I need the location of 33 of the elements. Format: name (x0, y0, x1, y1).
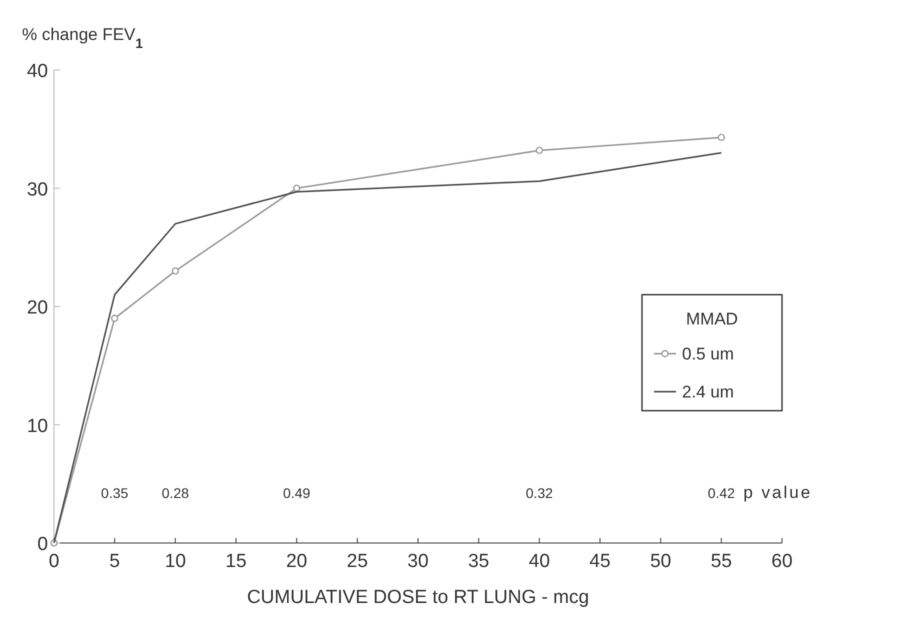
x-tick-label: 50 (650, 551, 672, 572)
x-tick-label: 20 (286, 551, 308, 572)
annotation: 0.42 (708, 485, 736, 501)
point (536, 146, 543, 154)
point (111, 314, 118, 322)
x-tick-label: 10 (164, 551, 186, 572)
y-tick-label: 10 (26, 416, 48, 437)
y-tick-label: 30 (26, 179, 48, 200)
annotation: 0.28 (162, 485, 190, 501)
x-tick-label: 55 (710, 551, 732, 572)
legend-label: 0.5 um (682, 344, 734, 364)
x-tick-label: 40 (528, 551, 550, 572)
y-tick-label: 40 (26, 61, 48, 82)
annotation: 0.35 (101, 485, 129, 501)
x-tick-label: 35 (468, 551, 490, 572)
point (172, 267, 179, 275)
x-tick-label: 5 (109, 551, 120, 572)
x-tick-label: 45 (589, 551, 611, 572)
x-tick-label: 60 (771, 551, 793, 572)
point (293, 184, 300, 192)
annotation: p value (743, 483, 812, 502)
annotation: 0.49 (283, 485, 311, 501)
y-axis-title: % change FEV$_{1}$ (22, 25, 144, 50)
legend-title: MMAD (686, 310, 738, 329)
annotation: 0.32 (526, 485, 554, 501)
x-axis-title: CUMULATIVE DOSE to RT LUNG - mcg (246, 587, 590, 608)
legend-label: 2.4 um (682, 382, 734, 402)
x-tick-label: 15 (225, 551, 247, 572)
x-tick-label: 30 (407, 551, 429, 572)
x-tick-label: 25 (346, 551, 368, 572)
y-tick-label: 0 (37, 534, 48, 555)
y-tick-label: 20 (26, 298, 48, 318)
point (718, 134, 725, 142)
